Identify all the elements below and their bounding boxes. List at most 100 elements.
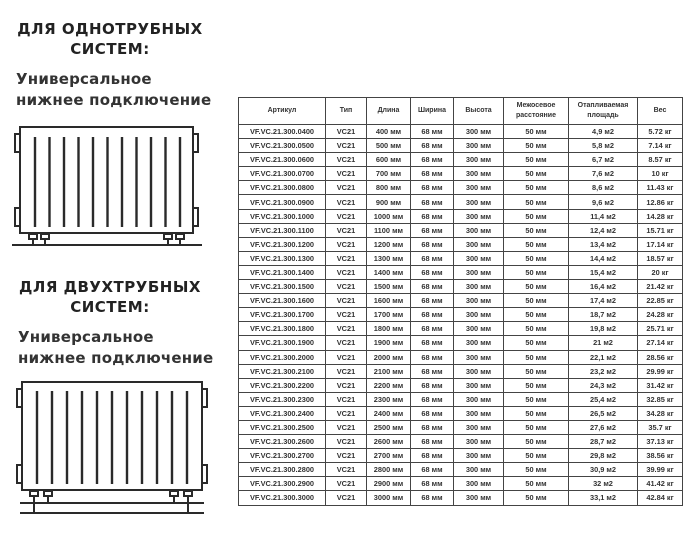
table-cell: 50 мм: [503, 222, 569, 238]
table-cell: 2900 мм: [366, 476, 411, 492]
table-cell: 21.42 кг: [637, 279, 683, 295]
table-cell: VC21: [325, 166, 367, 182]
table-cell: 29.99 кг: [637, 363, 683, 379]
table-cell: 2600 мм: [366, 434, 411, 450]
table-cell: 22.85 кг: [637, 293, 683, 309]
table-cell: 50 мм: [503, 250, 569, 266]
table-cell: 8,6 м2: [568, 180, 638, 196]
table-cell: 68 мм: [410, 321, 454, 337]
table-cell: 15.71 кг: [637, 222, 683, 238]
specifications-table: Артикул Тип Длина Ширина Высота Межосевое рас…: [238, 97, 683, 506]
table-cell: VC21: [325, 123, 367, 140]
table-row: VF.VC.21.300.1400 VC21 1400 мм 68 мм 300 мм 5…: [238, 264, 683, 281]
table-cell: 1200 мм: [366, 236, 411, 252]
table-cell: 2700 мм: [366, 448, 411, 464]
table-cell: 20 кг: [637, 264, 683, 281]
table-row: VF.VC.21.300.1200 VC21 1200 мм 68 мм 300 мм 5…: [238, 236, 683, 252]
table-cell: VF.VC.21.300.1800: [238, 321, 326, 337]
table-cell: 25.71 кг: [637, 321, 683, 337]
table-cell: 50 мм: [503, 152, 569, 168]
table-cell: VC21: [325, 152, 367, 168]
table-cell: 39.99 кг: [637, 462, 683, 478]
table-cell: 50 мм: [503, 138, 569, 154]
column-header: Тип: [325, 97, 367, 125]
table-cell: 300 мм: [453, 208, 504, 224]
table-row: VF.VC.21.300.2500 VC21 2500 мм 68 мм 300 мм 5…: [238, 419, 683, 436]
table-cell: VF.VC.21.300.0500: [238, 138, 326, 154]
column-header: Высота: [453, 97, 504, 125]
table-cell: VC21: [325, 236, 367, 252]
table-cell: VC21: [325, 222, 367, 238]
table-cell: 50 мм: [503, 123, 569, 140]
table-cell: 50 мм: [503, 405, 569, 421]
table-cell: VF.VC.21.300.0600: [238, 152, 326, 168]
table-cell: 300 мм: [453, 250, 504, 266]
table-cell: 12.86 кг: [637, 194, 683, 210]
table-cell: 700 мм: [366, 166, 411, 182]
table-cell: 300 мм: [453, 152, 504, 168]
single-pipe-heading: ДЛЯ ОДНОТРУБНЫХ СИСТЕМ:: [17, 20, 203, 58]
table-cell: 1300 мм: [366, 250, 411, 266]
table-cell: 17,4 м2: [568, 293, 638, 309]
table-cell: 12,4 м2: [568, 222, 638, 238]
table-cell: VC21: [325, 377, 367, 393]
table-cell: 24,3 м2: [568, 377, 638, 393]
table-row: VF.VC.21.300.2000 VC21 2000 мм 68 мм 300 мм 5…: [238, 349, 683, 365]
table-cell: VC21: [325, 250, 367, 266]
table-cell: 68 мм: [410, 180, 454, 196]
table-cell: 50 мм: [503, 236, 569, 252]
table-cell: 7.14 кг: [637, 138, 683, 154]
table-cell: 33,1 м2: [568, 490, 638, 506]
table-cell: VF.VC.21.300.1300: [238, 250, 326, 266]
table-cell: 300 мм: [453, 236, 504, 252]
table-cell: 22,1 м2: [568, 349, 638, 365]
table-cell: VC21: [325, 194, 367, 210]
table-cell: 50 мм: [503, 419, 569, 436]
table-cell: 25,4 м2: [568, 391, 638, 407]
table-cell: 68 мм: [410, 349, 454, 365]
table-cell: 11.43 кг: [637, 180, 683, 196]
table-cell: 42.84 кг: [637, 490, 683, 506]
table-cell: 68 мм: [410, 236, 454, 252]
table-row: VF.VC.21.300.1800 VC21 1800 мм 68 мм 300 мм 5…: [238, 321, 683, 337]
table-cell: 50 мм: [503, 166, 569, 182]
table-cell: 50 мм: [503, 180, 569, 196]
table-cell: 300 мм: [453, 264, 504, 281]
table-cell: VF.VC.21.300.0800: [238, 180, 326, 196]
table-cell: VF.VC.21.300.1200: [238, 236, 326, 252]
table-cell: 1800 мм: [366, 321, 411, 337]
table-cell: 24.28 кг: [637, 307, 683, 323]
table-row: VF.VC.21.300.2900 VC21 2900 мм 68 мм 300 мм 5…: [238, 476, 683, 492]
table-row: VF.VC.21.300.1100 VC21 1100 мм 68 мм 300 мм 5…: [238, 222, 683, 238]
table-row: VF.VC.21.300.1000 VC21 1000 мм 68 мм 300 мм 5…: [238, 208, 683, 224]
table-cell: VF.VC.21.300.1100: [238, 222, 326, 238]
table-cell: 18.57 кг: [637, 250, 683, 266]
table-cell: 300 мм: [453, 448, 504, 464]
table-cell: 300 мм: [453, 321, 504, 337]
table-cell: 68 мм: [410, 391, 454, 407]
table-cell: 2000 мм: [366, 349, 411, 365]
table-cell: 1700 мм: [366, 307, 411, 323]
single-pipe-subtitle: Универсальное нижнее подключение: [16, 70, 212, 109]
table-row: VF.VC.21.300.3000 VC21 3000 мм 68 мм 300 мм 5…: [238, 490, 683, 506]
table-cell: 68 мм: [410, 194, 454, 210]
table-cell: 68 мм: [410, 405, 454, 421]
table-cell: 1000 мм: [366, 208, 411, 224]
table-row: VF.VC.21.300.0600 VC21 600 мм 68 мм 300 мм 50…: [238, 152, 683, 168]
table-cell: 32 м2: [568, 476, 638, 492]
table-cell: 27.14 кг: [637, 335, 683, 351]
table-cell: 10 кг: [637, 166, 683, 182]
table-cell: VC21: [325, 293, 367, 309]
table-cell: VF.VC.21.300.1700: [238, 307, 326, 323]
radiator-double-pipe-icon: [16, 381, 208, 514]
table-row: VF.VC.21.300.2800 VC21 2800 мм 68 мм 300 мм 5…: [238, 462, 683, 478]
table-cell: 68 мм: [410, 166, 454, 182]
table-row: VF.VC.21.300.1700 VC21 1700 мм 68 мм 300 мм 5…: [238, 307, 683, 323]
table-cell: 68 мм: [410, 377, 454, 393]
column-header: Ширина: [410, 97, 454, 125]
table-cell: 41.42 кг: [637, 476, 683, 492]
table-cell: VF.VC.21.300.1000: [238, 208, 326, 224]
table-cell: VC21: [325, 405, 367, 421]
table-cell: VF.VC.21.300.2800: [238, 462, 326, 478]
table-cell: 2300 мм: [366, 391, 411, 407]
